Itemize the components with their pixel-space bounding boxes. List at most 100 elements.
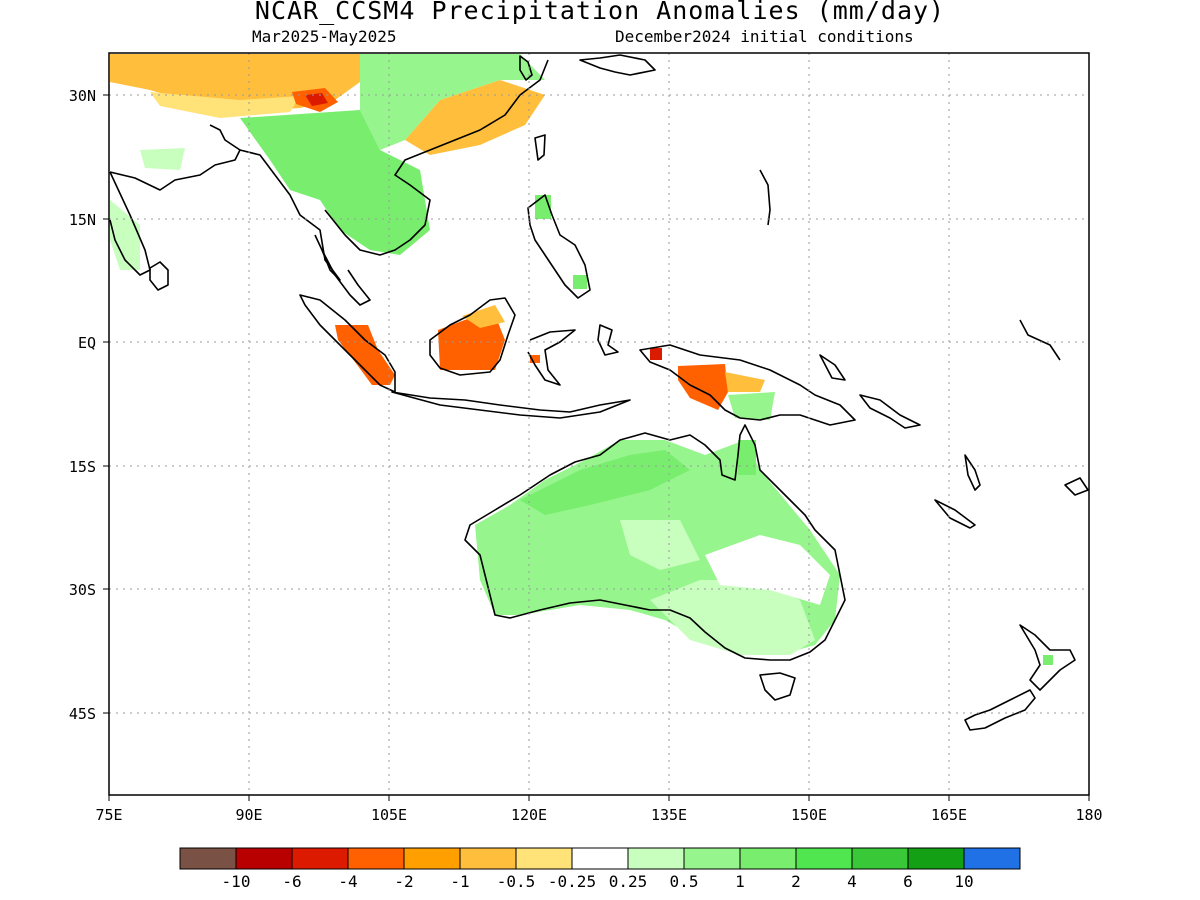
lat-label-45s: 45S	[69, 705, 96, 723]
coastline-solomon-islands	[859, 394, 921, 429]
anomaly-region-sumatra-dry	[335, 325, 395, 385]
anomaly-region-australia-interior	[620, 520, 700, 570]
lon-label-150e: 150E	[791, 806, 827, 824]
colorbar-labels: -10 -6 -4 -2 -1 -0.5 -0.25 0.25 0.5 1 2 4 6 10	[222, 872, 974, 891]
colorbar-label: 6	[903, 872, 913, 891]
colorbar-swatch	[515, 847, 573, 870]
anomaly-region-new-zealand	[1043, 655, 1053, 665]
coastline-taiwan	[534, 134, 546, 161]
chart-title: NCAR_CCSM4 Precipitation Anomalies (mm/d…	[254, 0, 946, 25]
coastline-vanuatu	[964, 454, 981, 491]
map-frame	[108, 52, 1090, 796]
colorbar	[179, 847, 1021, 870]
lon-label-165e: 165E	[931, 806, 967, 824]
lat-label-30n: 30N	[69, 87, 96, 105]
anomaly-region-india-wet	[110, 200, 140, 270]
coastline-sri-lanka	[149, 261, 169, 291]
colorbar-label: 2	[791, 872, 801, 891]
lat-label-30s: 30S	[69, 581, 96, 599]
coastline-borneo	[429, 297, 516, 376]
anomaly-region-new-guinea-dry	[678, 364, 728, 410]
anomaly-region-india-wet-2	[140, 148, 185, 170]
colorbar-label: -10	[222, 872, 251, 891]
colorbar-swatch	[851, 847, 909, 870]
initial-conditions: December2024 initial conditions	[615, 27, 914, 46]
colorbar-label: 0.25	[609, 872, 648, 891]
coastline-australia	[464, 424, 846, 661]
coastline-new-guinea	[639, 344, 856, 426]
longitude-labels: 75E 90E 105E 120E 135E 150E 165E 180	[95, 806, 1102, 824]
anomaly-region-tibet-moist	[150, 92, 300, 118]
coastline-new-zealand-south	[964, 689, 1036, 731]
lon-label-180: 180	[1075, 806, 1102, 824]
anomaly-region-australia-southeast	[650, 580, 815, 655]
colorbar-swatch	[403, 847, 461, 870]
anomaly-fields	[110, 54, 1053, 665]
latitude-labels: 30N 15N EQ 15S 30S 45S	[69, 87, 96, 723]
colorbar-swatch	[291, 847, 349, 870]
colorbar-swatch	[907, 847, 965, 870]
coastlines	[109, 54, 1089, 731]
colorbar-swatch	[459, 847, 517, 870]
anomaly-region-new-guinea-moist	[725, 372, 765, 392]
colorbar-label: -1	[450, 872, 469, 891]
colorbar-label: -2	[394, 872, 413, 891]
coastline-sulawesi	[527, 329, 576, 386]
anomaly-region-cape-york	[738, 440, 756, 475]
colorbar-label: 1	[735, 872, 745, 891]
anomaly-region-eastern-china-dry	[405, 80, 545, 155]
coastline-bismarck-archipelago	[819, 354, 846, 381]
colorbar-label: 4	[847, 872, 857, 891]
coastline-moluccas	[597, 324, 619, 356]
colorbar-label: -0.5	[497, 872, 536, 891]
colorbar-swatch	[179, 847, 237, 870]
colorbar-label: 10	[954, 872, 973, 891]
colorbar-swatch	[963, 847, 1021, 870]
coastline-philippines	[527, 194, 591, 299]
colorbar-label: -0.25	[548, 872, 596, 891]
coastline-india	[109, 124, 241, 276]
lon-label-120e: 120E	[511, 806, 547, 824]
lat-label-15s: 15S	[69, 458, 96, 476]
coastline-micronesia	[1019, 319, 1061, 361]
anomaly-region-himalaya-peak	[305, 93, 328, 106]
anomaly-region-halmahera-dry	[650, 348, 662, 360]
colorbar-swatch	[627, 847, 685, 870]
anomaly-region-australia-east-neutral	[705, 535, 830, 605]
coastline-japan	[579, 54, 656, 76]
forecast-period: Mar2025-May2025	[252, 27, 397, 46]
anomaly-region-mindanao	[573, 275, 587, 289]
anomaly-region-borneo-dry	[438, 315, 505, 370]
colorbar-swatch	[739, 847, 797, 870]
anomaly-region-australia-north-wet	[520, 450, 690, 515]
coastline-korea	[519, 55, 533, 81]
anomaly-region-china-wet	[360, 54, 545, 150]
coastline-mariana-islands	[759, 169, 771, 226]
coastline-new-caledonia	[934, 499, 976, 529]
colorbar-swatch	[683, 847, 741, 870]
colorbar-swatch	[571, 847, 629, 870]
anomaly-region-sulawesi-dry	[530, 355, 540, 363]
coastline-bay-of-bengal	[239, 149, 341, 281]
colorbar-label: 0.5	[670, 872, 699, 891]
colorbar-label: -4	[338, 872, 357, 891]
coastline-fiji	[1064, 477, 1089, 496]
colorbar-label: -6	[282, 872, 301, 891]
lon-label-90e: 90E	[235, 806, 262, 824]
lon-label-75e: 75E	[95, 806, 122, 824]
lat-label-eq: EQ	[78, 334, 96, 352]
colorbar-swatch	[235, 847, 293, 870]
colorbar-swatch	[795, 847, 853, 870]
anomaly-region-borneo-fringe	[462, 305, 505, 328]
lon-label-105e: 105E	[371, 806, 407, 824]
coastline-malay-peninsula	[321, 249, 371, 306]
coastline-mainland-se-asia	[324, 59, 549, 256]
coastline-tasmania	[759, 672, 796, 701]
lon-label-135e: 135E	[651, 806, 687, 824]
coastline-java	[391, 391, 631, 419]
axis-ticks	[103, 94, 1090, 801]
graticule	[109, 53, 1089, 795]
coastline-new-zealand-north	[1019, 624, 1076, 691]
anomaly-region-new-guinea-wet	[728, 392, 775, 420]
